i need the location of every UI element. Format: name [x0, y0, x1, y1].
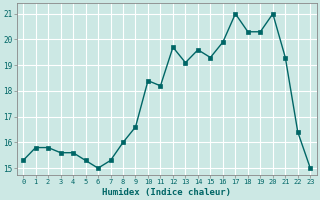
X-axis label: Humidex (Indice chaleur): Humidex (Indice chaleur): [102, 188, 231, 197]
